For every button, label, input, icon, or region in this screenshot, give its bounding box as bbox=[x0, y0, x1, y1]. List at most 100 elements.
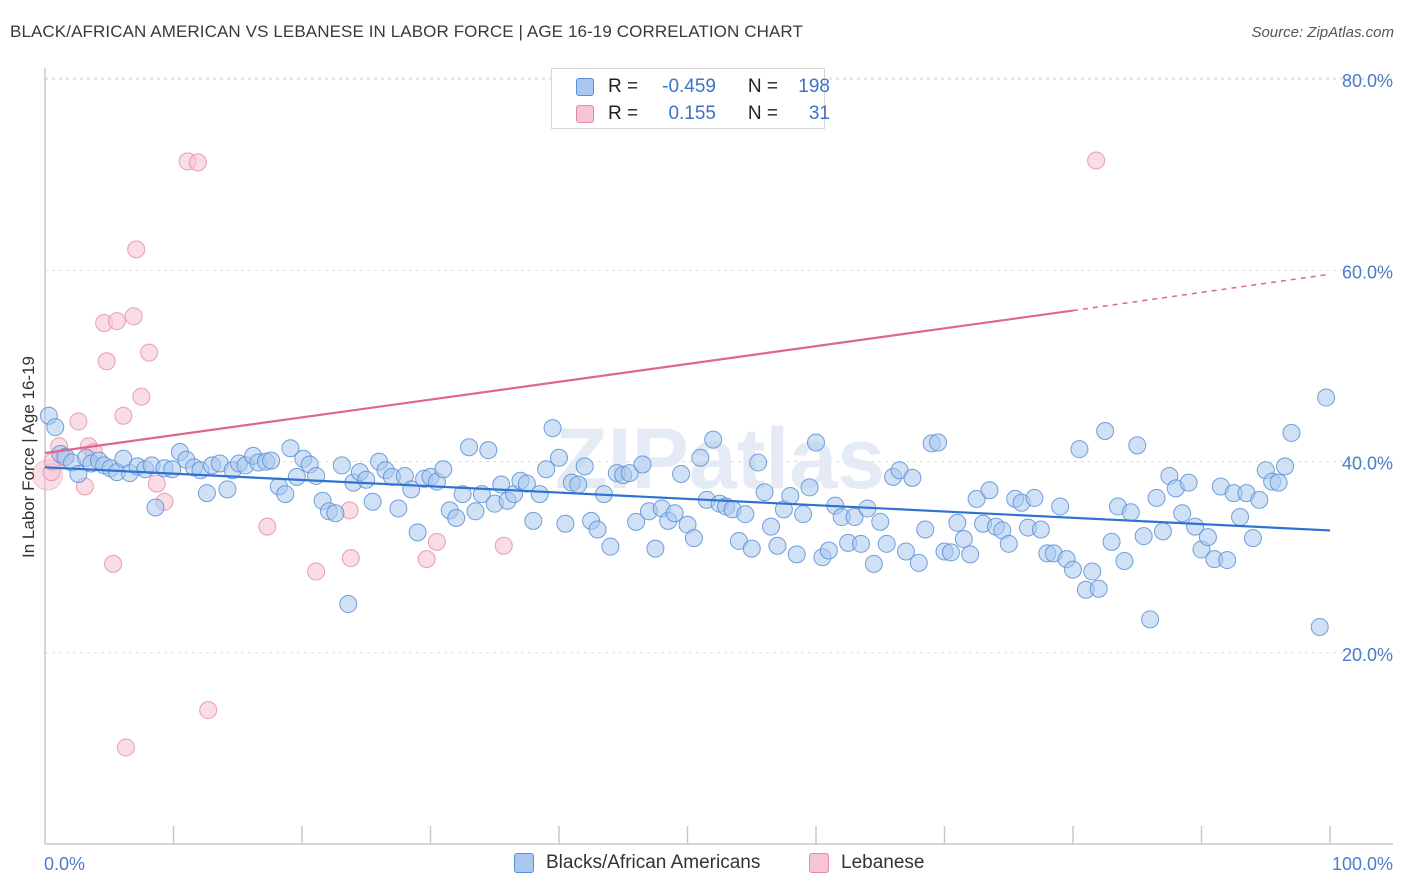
black-african-american-point bbox=[1031, 520, 1050, 539]
correlation-legend: R = -0.459 N = 198 R = 0.155 N = 31 bbox=[551, 68, 830, 129]
blue-swatch-icon bbox=[576, 78, 594, 96]
black-african-american-point bbox=[1102, 532, 1121, 551]
legend-item-label: Lebanese bbox=[841, 852, 925, 873]
black-african-american-point bbox=[948, 513, 967, 532]
lebanese-point bbox=[494, 536, 513, 555]
lebanese-point bbox=[116, 738, 135, 757]
black-african-american-point bbox=[1173, 504, 1192, 523]
black-african-american-point bbox=[479, 441, 498, 460]
black-african-american-point bbox=[287, 467, 306, 486]
lebanese-point bbox=[124, 307, 143, 326]
legend-n-value: 198 bbox=[798, 76, 830, 97]
y-axis-label: In Labor Force | Age 16-19 bbox=[19, 356, 38, 558]
lebanese-point bbox=[188, 153, 207, 172]
black-african-american-point bbox=[749, 453, 768, 472]
blacks-trend-line bbox=[44, 466, 1331, 532]
black-african-american-point bbox=[646, 539, 665, 558]
black-african-american-point bbox=[197, 484, 216, 503]
lebanese-point bbox=[147, 474, 166, 493]
y-tick-label: 60.0% bbox=[1342, 262, 1393, 282]
black-african-american-point bbox=[1179, 473, 1198, 492]
black-african-american-point bbox=[1064, 560, 1082, 579]
black-african-american-point bbox=[851, 534, 870, 553]
black-african-american-point bbox=[550, 448, 568, 467]
black-african-american-point bbox=[736, 505, 755, 524]
legend-item-lebanese[interactable]: Lebanese bbox=[809, 852, 924, 874]
black-african-american-point bbox=[665, 504, 684, 523]
x-tick-label-max: 100.0% bbox=[1332, 854, 1393, 874]
black-african-american-point bbox=[408, 523, 427, 542]
black-african-american-point bbox=[742, 539, 761, 558]
black-african-american-point bbox=[357, 470, 376, 489]
legend-item-blacks[interactable]: Blacks/African Americans bbox=[514, 852, 760, 874]
black-african-american-point bbox=[1089, 579, 1108, 598]
black-african-american-point bbox=[1198, 528, 1217, 547]
black-african-american-point bbox=[1025, 488, 1044, 507]
black-african-american-point bbox=[146, 498, 165, 517]
legend-r-label: R = bbox=[608, 103, 639, 124]
legend-row-blacks: R = -0.459 N = 198 bbox=[552, 74, 830, 100]
lebanese-point bbox=[132, 387, 151, 406]
lebanese-point bbox=[258, 517, 277, 536]
black-african-american-point bbox=[633, 455, 652, 474]
lebanese-point bbox=[114, 406, 133, 425]
black-african-american-point bbox=[537, 460, 556, 479]
black-african-american-point bbox=[1083, 562, 1102, 581]
black-african-american-point bbox=[762, 517, 781, 536]
black-african-american-point bbox=[627, 512, 646, 531]
black-african-american-point bbox=[961, 545, 980, 564]
lebanese-point bbox=[307, 562, 326, 581]
black-african-american-point bbox=[999, 534, 1018, 553]
black-african-american-point bbox=[871, 512, 890, 531]
y-tick-label: 80.0% bbox=[1342, 71, 1393, 91]
black-african-american-point bbox=[447, 509, 466, 528]
black-african-american-point bbox=[339, 595, 358, 614]
black-african-american-point bbox=[755, 483, 774, 502]
black-african-american-point bbox=[896, 542, 915, 561]
legend-r-value: 0.155 bbox=[668, 103, 716, 124]
black-african-american-point bbox=[588, 520, 607, 539]
black-african-american-point bbox=[877, 534, 896, 553]
black-african-american-point bbox=[845, 508, 864, 527]
black-african-american-point bbox=[691, 448, 710, 467]
trend-lines bbox=[44, 273, 1331, 532]
black-african-american-point bbox=[807, 433, 825, 452]
black-african-american-point bbox=[262, 451, 281, 470]
chart-title: BLACK/AFRICAN AMERICAN VS LEBANESE IN LA… bbox=[10, 22, 803, 41]
black-african-american-point bbox=[787, 545, 806, 564]
black-african-american-point bbox=[1147, 488, 1166, 507]
black-african-american-point bbox=[1141, 610, 1160, 629]
black-african-american-point bbox=[575, 457, 594, 476]
lebanese-point bbox=[417, 550, 436, 569]
lebanese-point bbox=[104, 554, 123, 573]
source-credit: Source: ZipAtlas.com bbox=[1251, 24, 1394, 41]
black-african-american-point bbox=[704, 430, 723, 449]
black-african-american-point bbox=[620, 464, 639, 483]
legend-r-label: R = bbox=[608, 76, 639, 97]
lebanese-point bbox=[140, 343, 159, 362]
black-african-american-point bbox=[1243, 529, 1262, 548]
pink-swatch-icon bbox=[809, 853, 829, 873]
grid bbox=[45, 77, 1393, 654]
black-african-american-point bbox=[524, 511, 543, 530]
lebanese-point bbox=[69, 412, 88, 431]
black-african-american-point bbox=[434, 460, 453, 479]
lebanese-point bbox=[341, 549, 360, 568]
lebanese-trend-line bbox=[44, 309, 1074, 455]
black-african-american-point bbox=[684, 529, 703, 548]
black-african-american-point bbox=[1121, 503, 1140, 522]
legend-n-label: N = bbox=[747, 103, 778, 124]
black-african-american-point bbox=[1051, 497, 1070, 516]
black-african-american-point bbox=[276, 485, 295, 504]
legend-r-value: -0.459 bbox=[662, 76, 716, 97]
lebanese-point bbox=[97, 352, 116, 371]
black-african-american-point bbox=[1317, 388, 1336, 407]
legend-n-label: N = bbox=[747, 76, 778, 97]
black-african-american-point bbox=[326, 504, 345, 523]
black-african-american-point bbox=[916, 520, 935, 539]
legend-n-value: 31 bbox=[808, 103, 830, 124]
black-african-american-point bbox=[800, 478, 819, 497]
black-african-american-point bbox=[1282, 423, 1301, 442]
pink-swatch-icon bbox=[576, 105, 594, 123]
